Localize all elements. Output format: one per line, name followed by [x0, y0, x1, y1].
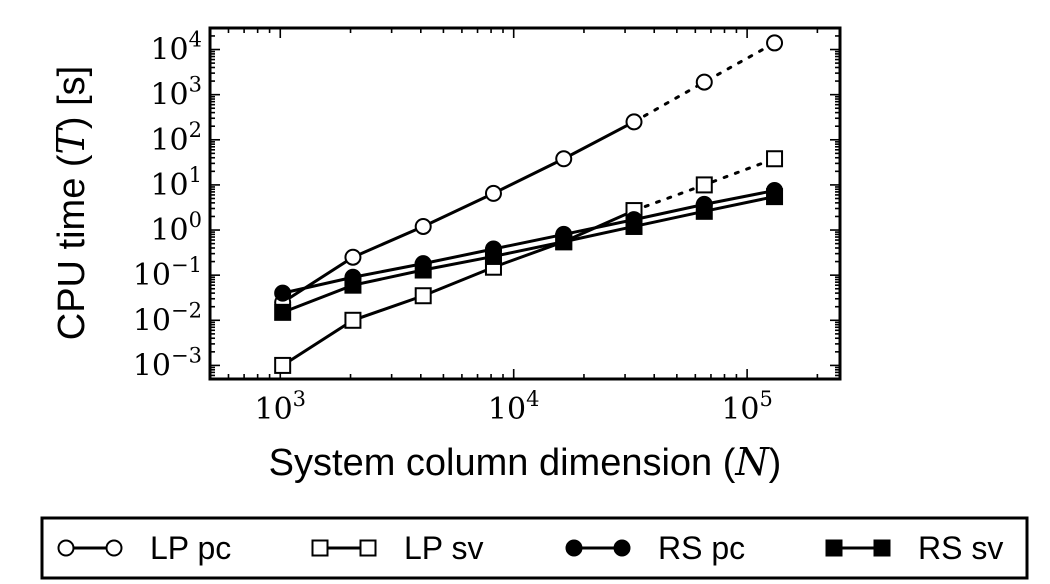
legend-marker — [825, 539, 843, 557]
series-line — [282, 189, 775, 295]
legend-marker — [565, 539, 583, 557]
legend-entry-lp-sv: LP sv — [311, 530, 483, 566]
series-line — [281, 120, 635, 304]
legend-label: LP sv — [404, 530, 483, 566]
data-point — [344, 248, 362, 266]
legend: LP pc LP sv RS pc RS sv — [40, 516, 1029, 580]
legend-entries: LP pc LP sv RS pc RS sv — [57, 530, 1003, 566]
series-lp-pc — [274, 34, 784, 311]
x-axis-label: System column dimension (N) — [269, 440, 782, 484]
legend-label: RS pc — [658, 530, 745, 566]
data-point — [695, 73, 713, 91]
data-point — [484, 184, 502, 202]
data-point — [274, 303, 292, 321]
x-tick-label: 103 — [254, 387, 306, 427]
series-line — [282, 195, 775, 314]
data-point — [766, 150, 784, 168]
data-point — [344, 311, 362, 329]
legend-entry-lp-pc: LP pc — [57, 530, 231, 566]
data-point — [695, 176, 713, 194]
y-tick-label: 103 — [150, 73, 202, 113]
series-line-extrapolated — [632, 41, 777, 124]
data-point — [766, 34, 784, 52]
x-tick-label: 104 — [488, 387, 540, 427]
legend-marker — [613, 539, 631, 557]
data-point — [484, 247, 502, 265]
data-point — [414, 287, 432, 305]
y-axis-label: CPU time (T) [s] — [49, 66, 93, 341]
y-tick-label: 101 — [150, 163, 202, 203]
plot-frame — [208, 26, 842, 381]
y-tick-label: 100 — [150, 208, 202, 248]
legend-marker — [311, 539, 329, 557]
y-tick-label: 10−1 — [133, 253, 202, 293]
y-tick-label: 10−2 — [133, 298, 202, 338]
legend-marker — [57, 539, 75, 557]
tick-labels-group: 103 104 105 10−3 10−2 10−1 100 101 102 103 104 — [133, 28, 773, 427]
legend-marker — [105, 539, 123, 557]
x-tick-label: 105 — [721, 387, 773, 427]
legend-marker — [873, 539, 891, 557]
data-point — [344, 276, 362, 294]
data-point — [766, 188, 784, 206]
legend-entry-rs-sv: RS sv — [825, 530, 1003, 566]
data-point — [555, 150, 573, 168]
data-point — [274, 284, 292, 302]
data-point — [625, 217, 643, 235]
series-group — [274, 34, 784, 374]
data-point — [274, 356, 292, 374]
y-tick-label: 102 — [150, 118, 202, 158]
data-point — [414, 261, 432, 279]
data-point — [414, 217, 432, 235]
data-point — [695, 202, 713, 220]
legend-label: LP pc — [150, 530, 231, 566]
y-tick-label: 104 — [150, 28, 202, 68]
series-line — [281, 209, 635, 367]
data-point — [625, 113, 643, 131]
legend-marker — [359, 539, 377, 557]
data-point — [555, 233, 573, 251]
legend-entry-rs-pc: RS pc — [565, 530, 745, 566]
y-tick-label: 10−3 — [133, 343, 202, 383]
legend-label: RS sv — [918, 530, 1003, 566]
series-rs-sv — [274, 188, 784, 321]
